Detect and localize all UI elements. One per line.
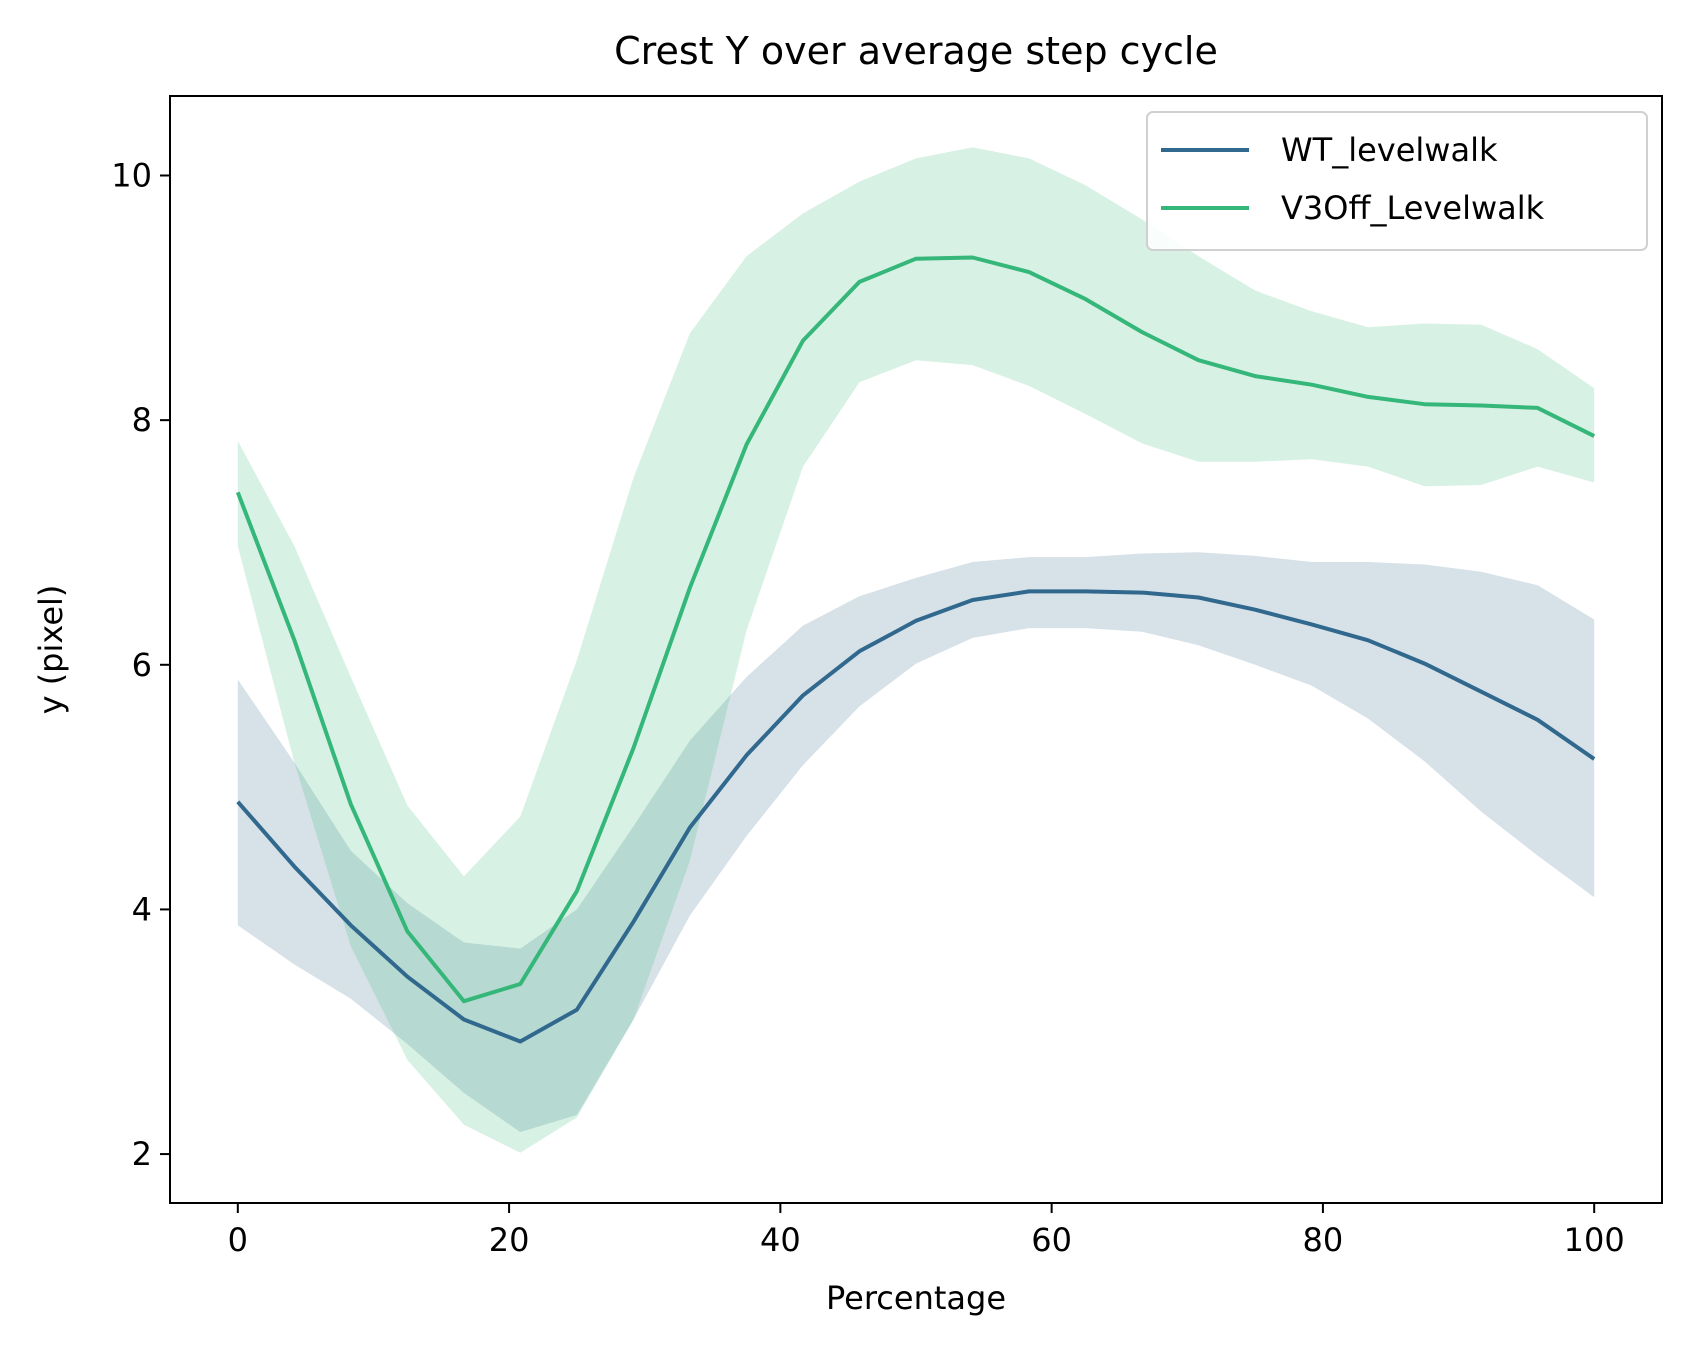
plot-frame <box>169 95 1663 1204</box>
x-tick-label: 80 <box>1303 1221 1344 1259</box>
y-tick-label: 8 <box>132 401 152 439</box>
series-lines <box>235 255 1596 1044</box>
x-tick-label: 40 <box>760 1221 801 1259</box>
x-tick-label: 0 <box>228 1221 248 1259</box>
legend-box <box>1146 111 1648 251</box>
x-axis-label: Percentage <box>826 1279 1006 1317</box>
band-0 <box>237 552 1595 1133</box>
legend-label: V3Off_Levelwalk <box>1281 189 1545 227</box>
chart-title: Crest Y over average step cycle <box>614 29 1218 73</box>
y-tick-label: 4 <box>132 890 152 928</box>
y-tick-label: 10 <box>111 157 152 195</box>
y-axis-label: y (pixel) <box>32 585 70 715</box>
y-axis: 2 4 6 8 10 <box>111 157 170 1173</box>
legend-label: WT_levelwalk <box>1281 131 1498 169</box>
x-tick-label: 100 <box>1564 1221 1625 1259</box>
x-tick-label: 20 <box>489 1221 530 1259</box>
x-tick-label: 60 <box>1031 1221 1072 1259</box>
y-tick-label: 2 <box>132 1135 152 1173</box>
legend: WT_levelwalk V3Off_Levelwalk <box>1146 111 1648 251</box>
series-line-1 <box>235 255 1596 1004</box>
band-1 <box>237 147 1595 1153</box>
x-axis: 0 20 40 60 80 100 <box>228 1203 1625 1259</box>
confidence-bands <box>237 147 1595 1153</box>
y-tick-label: 6 <box>132 646 152 684</box>
series-line-0 <box>236 589 1596 1044</box>
